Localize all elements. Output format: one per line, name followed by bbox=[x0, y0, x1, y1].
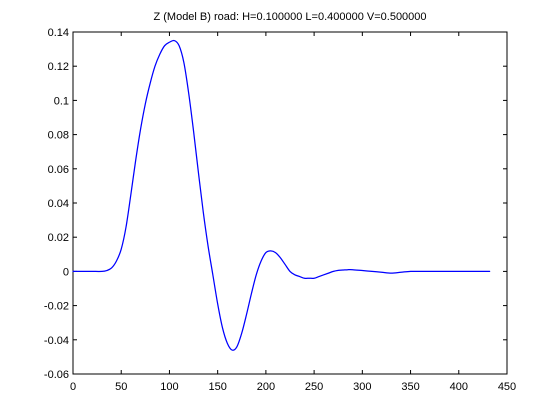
x-tick-label: 0 bbox=[70, 381, 76, 393]
y-tick-label: 0.06 bbox=[48, 164, 69, 176]
y-tick-label: -0.06 bbox=[44, 369, 69, 381]
plot-frame bbox=[72, 31, 508, 375]
y-tick-label: 0.02 bbox=[48, 232, 69, 244]
y-tick-label: 0.12 bbox=[48, 61, 69, 73]
x-tick-label: 400 bbox=[450, 381, 468, 393]
x-tick-label: 200 bbox=[257, 381, 275, 393]
x-tick-label: 150 bbox=[208, 381, 226, 393]
y-tick-label: 0.1 bbox=[54, 95, 69, 107]
y-tick-label: 0.14 bbox=[48, 27, 69, 39]
x-tick-label: 450 bbox=[498, 381, 516, 393]
series-line bbox=[72, 39, 491, 351]
x-axis-ticks: 0 50 100 150 200 250 300 350 400 450 bbox=[70, 32, 516, 393]
chart-title: Z (Model B) road: H=0.100000 L=0.400000 … bbox=[153, 11, 426, 23]
y-tick-label: -0.04 bbox=[44, 335, 69, 347]
x-tick-label: 50 bbox=[115, 381, 127, 393]
y-tick-label: 0.04 bbox=[48, 198, 69, 210]
x-tick-label: 250 bbox=[305, 381, 323, 393]
y-tick-label: 0 bbox=[63, 266, 69, 278]
x-tick-label: 300 bbox=[353, 381, 371, 393]
x-tick-label: 350 bbox=[401, 381, 419, 393]
y-tick-label: -0.02 bbox=[44, 301, 69, 313]
x-tick-label: 100 bbox=[160, 381, 178, 393]
y-axis-ticks: -0.06 -0.04 -0.02 0 0.02 0.04 0.06 0.08 0.1 0.12 0… bbox=[44, 27, 507, 381]
y-tick-label: 0.08 bbox=[48, 130, 69, 142]
